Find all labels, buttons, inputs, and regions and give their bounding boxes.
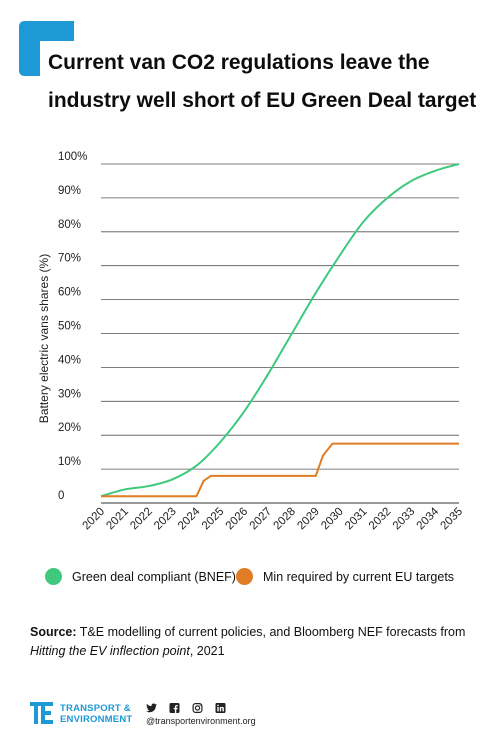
- x-tick-label: 2034: [415, 505, 442, 532]
- x-tick-label: 2027: [248, 506, 275, 533]
- linkedin-icon[interactable]: [215, 703, 226, 713]
- x-tick-label: 2031: [343, 506, 370, 533]
- x-tick-label: 2028: [271, 506, 298, 533]
- series-line-eu-targets: [101, 442, 459, 498]
- y-tick-label: 100%: [58, 151, 87, 163]
- facebook-icon[interactable]: [169, 703, 180, 713]
- legend-green-dot-icon: [45, 568, 62, 585]
- x-tick-label: 2033: [391, 506, 418, 533]
- y-tick-label: 40%: [58, 354, 81, 366]
- source-report-title: Hitting the EV inflection point: [30, 644, 190, 658]
- x-tick-label: 2030: [319, 506, 346, 533]
- te-logo-icon: [30, 702, 53, 724]
- legend-item-orange: Min required by current EU targets: [236, 568, 454, 585]
- legend-label-orange: Min required by current EU targets: [263, 569, 455, 584]
- y-tick-label: 80%: [58, 219, 81, 231]
- website-link[interactable]: @transportenvironment.org: [146, 716, 256, 726]
- source-note: Source: T&E modelling of current policie…: [30, 623, 480, 661]
- brand-line-2: ENVIRONMENT: [60, 714, 133, 725]
- brand-name: TRANSPORT & ENVIRONMENT: [60, 703, 132, 725]
- y-tick-label: 50%: [58, 321, 81, 333]
- y-axis-label: Battery electric vans shares (%): [37, 254, 51, 423]
- social-links: [146, 703, 226, 713]
- y-tick-label: 20%: [58, 422, 81, 434]
- y-tick-label: 10%: [58, 456, 81, 468]
- source-label: Source:: [30, 625, 77, 639]
- x-tick-label: 2022: [128, 506, 155, 533]
- y-tick-label: 90%: [58, 185, 81, 197]
- x-tick-label: 2026: [224, 506, 251, 533]
- legend-label-green: Green deal compliant (BNEF): [72, 569, 236, 584]
- legend-item-green: Green deal compliant (BNEF): [45, 568, 236, 585]
- source-text: T&E modelling of current policies, and B…: [79, 625, 466, 639]
- x-tick-label: 2035: [439, 506, 466, 533]
- instagram-icon[interactable]: [192, 703, 203, 713]
- footer: TRANSPORT & ENVIRONMENT @transportenviro…: [30, 702, 330, 728]
- legend-orange-dot-icon: [236, 568, 253, 585]
- x-tick-label: 2021: [104, 506, 131, 533]
- corner-accent-icon: [19, 21, 74, 76]
- title-line-2: industry well short of EU Green Deal tar…: [48, 89, 477, 112]
- x-tick-label: 2025: [200, 506, 227, 533]
- x-tick-label: 2020: [81, 506, 108, 533]
- y-tick-label: 70%: [58, 253, 81, 265]
- y-tick-label: 30%: [58, 388, 81, 400]
- twitter-icon[interactable]: [146, 703, 157, 713]
- x-tick-label: 2029: [295, 506, 322, 533]
- series-line-green-deal: [100, 163, 460, 498]
- x-tick-label: 2032: [367, 506, 394, 533]
- y-tick-label: 60%: [58, 287, 81, 299]
- page-title: Current van CO2 regulations leave the in…: [48, 44, 488, 120]
- chart-legend: Green deal compliant (BNEF) Min required…: [0, 568, 500, 592]
- x-tick-label: 2023: [152, 506, 179, 533]
- line-chart: 0 10% 20% 30% 40% 50% 60% 70% 80% 90% 100% Battery …: [37, 151, 466, 533]
- brand-line-1: TRANSPORT &: [60, 703, 131, 714]
- source-year: , 2021: [189, 644, 225, 658]
- y-tick-label: 0: [58, 490, 64, 502]
- title-line-1: Current van CO2 regulations leave the: [48, 51, 430, 74]
- x-tick-label: 2024: [176, 505, 203, 532]
